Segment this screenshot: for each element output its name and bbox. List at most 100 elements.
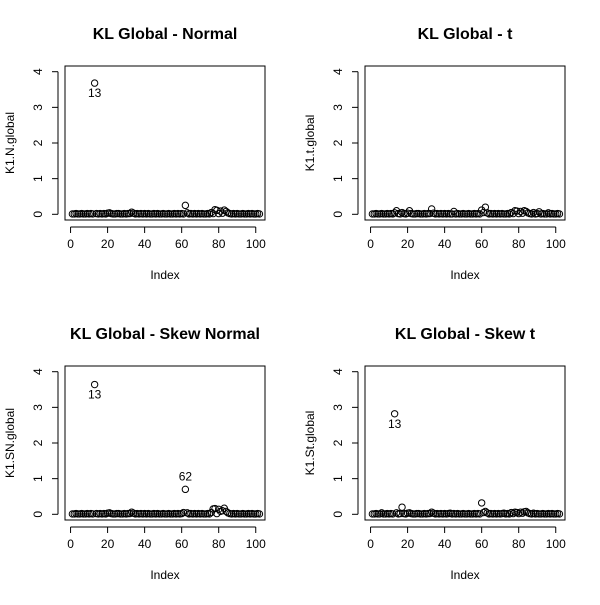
data-point	[533, 209, 541, 218]
x-tick-label: 100	[246, 237, 266, 251]
y-tick-label: 0	[31, 511, 45, 518]
y-tick-label: 4	[31, 368, 45, 375]
x-tick-label: 40	[438, 237, 452, 251]
data-point	[127, 208, 136, 216]
y-tick-label: 0	[331, 211, 345, 218]
panel-1: KL Global - Normal 0 20 40 60 80 100 Index 0 1 2 3 4…	[3, 26, 266, 282]
chart-title: KL Global - Skew Normal	[70, 326, 260, 343]
data-point	[390, 410, 399, 418]
y-axis-label: K1.SN.global	[3, 408, 17, 478]
data-point	[205, 210, 214, 218]
x-tick-label: 100	[546, 537, 566, 551]
y-tick-label: 3	[331, 404, 345, 411]
data-point	[89, 510, 97, 518]
y-tick-label: 3	[31, 104, 45, 111]
x-tick-label: 0	[67, 537, 74, 551]
data-point	[127, 508, 136, 516]
x-axis-label: Index	[450, 268, 479, 282]
data-point	[255, 210, 264, 218]
x-tick-label: 0	[367, 537, 374, 551]
y-tick-label: 0	[331, 511, 345, 518]
y-tick-label: 2	[331, 139, 345, 146]
data-point	[215, 505, 223, 514]
data-point	[126, 509, 134, 518]
data-point	[183, 509, 191, 517]
data-point	[483, 209, 491, 217]
data-point	[205, 510, 214, 518]
data-point	[377, 509, 386, 517]
data-point	[507, 508, 515, 517]
x-axis-label: Index	[150, 568, 179, 582]
y-axis-label: K1.St.global	[303, 411, 317, 476]
data-point	[390, 209, 399, 217]
y-tick-label: 4	[331, 368, 345, 375]
y-tick-label: 2	[31, 139, 45, 146]
data-point	[529, 208, 538, 217]
data-point	[90, 79, 99, 87]
x-tick-label: 100	[246, 537, 266, 551]
data-point	[427, 205, 436, 213]
chart-title: KL Global - Normal	[93, 26, 238, 43]
y-tick-label: 3	[331, 104, 345, 111]
x-tick-label: 60	[475, 537, 489, 551]
data-point	[398, 503, 406, 511]
data-point	[207, 508, 215, 517]
data-point	[476, 210, 484, 218]
y-tick-label: 0	[31, 211, 45, 218]
data-point	[398, 208, 406, 217]
data-point	[183, 209, 191, 217]
x-tick-label: 60	[475, 237, 489, 251]
x-tick-label: 20	[401, 537, 415, 551]
data-point	[555, 210, 564, 218]
y-tick-label: 3	[31, 404, 45, 411]
data-point	[544, 209, 553, 217]
data-point	[527, 210, 536, 218]
panel-2: KL Global - t 0 20 40 60 80 100 Index 0 1 2 3 4 K1.t.…	[303, 26, 566, 282]
y-tick-label: 1	[331, 175, 345, 182]
x-tick-label: 0	[67, 237, 74, 251]
y-tick-label: 2	[31, 439, 45, 446]
point-annotation: 62	[179, 469, 193, 483]
data-point	[426, 209, 434, 218]
x-tick-label: 60	[175, 237, 189, 251]
y-axis-label: K1.t.global	[303, 115, 317, 172]
x-axis-label: Index	[450, 568, 479, 582]
data-point	[216, 207, 225, 215]
data-point	[542, 210, 551, 218]
x-tick-label: 80	[512, 537, 526, 551]
data-point	[392, 509, 401, 517]
y-tick-label: 4	[31, 68, 45, 75]
y-tick-label: 1	[331, 475, 345, 482]
data-point	[90, 380, 99, 389]
data-point	[126, 209, 134, 218]
data-point	[89, 210, 97, 218]
x-tick-label: 20	[101, 237, 115, 251]
data-point	[179, 508, 188, 517]
x-tick-label: 40	[138, 237, 152, 251]
x-tick-label: 0	[367, 237, 374, 251]
x-tick-label: 40	[138, 537, 152, 551]
y-tick-label: 1	[31, 175, 45, 182]
data-point	[426, 509, 434, 518]
data-point	[479, 508, 488, 517]
data-point	[376, 510, 384, 518]
data-point	[255, 510, 264, 518]
x-tick-label: 40	[438, 537, 452, 551]
data-point	[181, 485, 190, 494]
data-point	[477, 499, 486, 507]
data-point	[516, 207, 525, 216]
y-tick-label: 1	[31, 475, 45, 482]
data-point	[396, 509, 404, 518]
data-point	[505, 210, 514, 218]
y-tick-label: 4	[331, 68, 345, 75]
data-point	[179, 210, 188, 218]
data-point	[479, 208, 488, 217]
chart-title: KL Global - t	[418, 26, 513, 43]
panel-4: KL Global - Skew t 0 20 40 60 80 100 Index 0 1 2 3 4…	[303, 326, 566, 582]
plot-frame	[64, 365, 266, 521]
y-axis-label: K1.N.global	[3, 112, 17, 174]
plot-frame	[364, 65, 566, 221]
data-point	[516, 508, 525, 516]
